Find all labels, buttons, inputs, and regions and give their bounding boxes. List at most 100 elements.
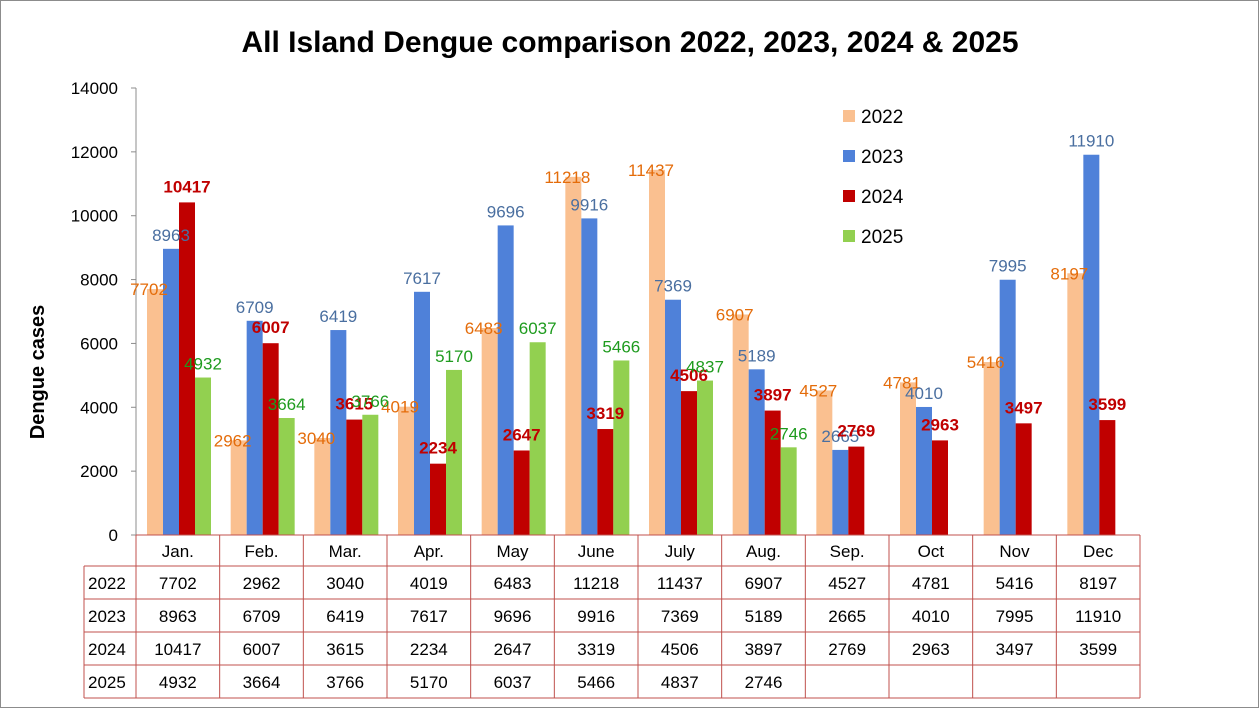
bar-2022-9 bbox=[900, 382, 916, 535]
table-cell: 6709 bbox=[243, 607, 281, 626]
data-label-2023-5: 9916 bbox=[570, 195, 608, 214]
data-label-2024-0: 10417 bbox=[163, 177, 210, 196]
y-tick-label: 6000 bbox=[80, 334, 118, 353]
table-cell: 11437 bbox=[657, 574, 703, 593]
bar-2022-6 bbox=[649, 169, 665, 535]
bar-2024-2 bbox=[346, 419, 363, 535]
data-label-2025-5: 5466 bbox=[602, 337, 640, 356]
bar-2024-1 bbox=[262, 343, 279, 535]
x-tick-label: Aug. bbox=[746, 542, 781, 561]
x-tick-label: Mar. bbox=[329, 542, 362, 561]
bar-2023-9 bbox=[916, 406, 932, 535]
data-label-2023-8: 2665 bbox=[821, 427, 859, 446]
bar-2023-10 bbox=[999, 279, 1016, 535]
table-cell: 2769 bbox=[828, 640, 866, 659]
data-label-2022-2: 3040 bbox=[297, 429, 335, 448]
table-cell: 3319 bbox=[577, 640, 615, 659]
table-cell: 3897 bbox=[745, 640, 783, 659]
bar-2023-6 bbox=[665, 299, 681, 535]
legend: 2022 2023 2024 2025 bbox=[843, 107, 904, 248]
data-label-2025-0: 4932 bbox=[184, 355, 222, 374]
table-cell: 3615 bbox=[326, 640, 364, 659]
table-cell: 4506 bbox=[661, 640, 699, 659]
bar-2025-5 bbox=[613, 360, 630, 535]
table-cell: 7995 bbox=[996, 607, 1034, 626]
table-cell: 6907 bbox=[745, 574, 783, 593]
table-cell: 5170 bbox=[410, 673, 448, 692]
bar-2024-7 bbox=[764, 410, 781, 535]
x-tick-label: Oct bbox=[918, 542, 945, 561]
table-series-label: 2025 bbox=[88, 673, 126, 692]
bar-2023-2 bbox=[330, 330, 347, 535]
table-cell: 4781 bbox=[912, 574, 950, 593]
table-cell: 2746 bbox=[745, 673, 783, 692]
data-labels: 7702 2962 3040 4019 6483 11218 11437 6907 4527 47… bbox=[130, 132, 1126, 458]
x-tick-label: July bbox=[665, 542, 696, 561]
y-tick-label: 14000 bbox=[71, 79, 118, 98]
table-cell: 3497 bbox=[996, 640, 1034, 659]
bar-2022-0 bbox=[147, 289, 163, 535]
data-label-2023-10: 7995 bbox=[989, 257, 1027, 276]
data-label-2024-4: 2647 bbox=[503, 425, 541, 444]
bar-2025-1 bbox=[278, 418, 295, 535]
bar-2024-4 bbox=[513, 450, 530, 535]
table-cell: 7617 bbox=[410, 607, 448, 626]
bar-2025-7 bbox=[780, 447, 797, 535]
table-cell: 2963 bbox=[912, 640, 950, 659]
data-label-2024-6: 4506 bbox=[670, 366, 708, 385]
data-label-2023-9: 4010 bbox=[905, 384, 943, 403]
data-label-2022-0: 7702 bbox=[130, 280, 168, 299]
bar-2023-0 bbox=[163, 248, 179, 535]
bar-2024-8 bbox=[848, 446, 865, 535]
x-tick-label: Jan. bbox=[162, 542, 194, 561]
table-cell: 3664 bbox=[243, 673, 281, 692]
data-label-2025-4: 6037 bbox=[519, 319, 557, 338]
data-label-2024-1: 6007 bbox=[252, 318, 290, 337]
bar-2022-10 bbox=[983, 362, 1000, 535]
data-label-2024-9: 2963 bbox=[921, 415, 959, 434]
data-label-2023-1: 6709 bbox=[236, 298, 274, 317]
data-label-2022-8: 4527 bbox=[799, 381, 837, 400]
data-label-2022-9: 4781 bbox=[883, 373, 921, 392]
legend-swatch-2022 bbox=[843, 110, 855, 122]
y-tick-label: 4000 bbox=[80, 398, 118, 417]
bar-2022-4 bbox=[481, 328, 498, 535]
bar-2025-0 bbox=[195, 377, 211, 535]
bar-2023-5 bbox=[581, 218, 598, 535]
bar-2023-11 bbox=[1083, 154, 1100, 535]
bar-2022-5 bbox=[565, 176, 582, 535]
data-label-2023-6: 7369 bbox=[654, 277, 692, 296]
bar-2022-2 bbox=[314, 437, 331, 535]
table-cell: 9916 bbox=[577, 607, 615, 626]
table-cell: 3599 bbox=[1079, 640, 1117, 659]
bar-2024-10 bbox=[1015, 423, 1032, 535]
bar-2025-2 bbox=[362, 414, 379, 535]
legend-label-2024: 2024 bbox=[861, 187, 904, 208]
data-label-2023-7: 5189 bbox=[738, 346, 776, 365]
bar-2023-3 bbox=[414, 291, 430, 535]
y-tick-label: 10000 bbox=[71, 207, 118, 226]
table-cell: 2647 bbox=[494, 640, 532, 659]
bar-2024-6 bbox=[681, 391, 697, 535]
table-cell: 11910 bbox=[1075, 607, 1121, 626]
data-label-2022-6: 11437 bbox=[628, 161, 674, 180]
data-label-2024-2: 3615 bbox=[335, 395, 373, 414]
y-axis-label: Dengue cases bbox=[27, 305, 49, 440]
table-cell: 9696 bbox=[494, 607, 532, 626]
x-tick-label: Feb. bbox=[244, 542, 278, 561]
data-label-2024-11: 3599 bbox=[1088, 395, 1126, 414]
data-label-2023-3: 7617 bbox=[403, 269, 441, 288]
data-label-2025-3: 5170 bbox=[435, 347, 473, 366]
data-label-2022-5: 11218 bbox=[544, 168, 590, 187]
bar-2024-11 bbox=[1099, 420, 1116, 535]
data-label-2022-10: 5416 bbox=[967, 353, 1005, 372]
table-cell: 5466 bbox=[577, 673, 615, 692]
data-label-2023-2: 6419 bbox=[319, 307, 357, 326]
x-tick-label: Apr. bbox=[414, 542, 444, 561]
y-tick-label: 12000 bbox=[71, 143, 118, 162]
table-series-label: 2023 bbox=[88, 607, 126, 626]
table-cell: 8963 bbox=[159, 607, 197, 626]
x-tick-label: Nov bbox=[999, 542, 1030, 561]
